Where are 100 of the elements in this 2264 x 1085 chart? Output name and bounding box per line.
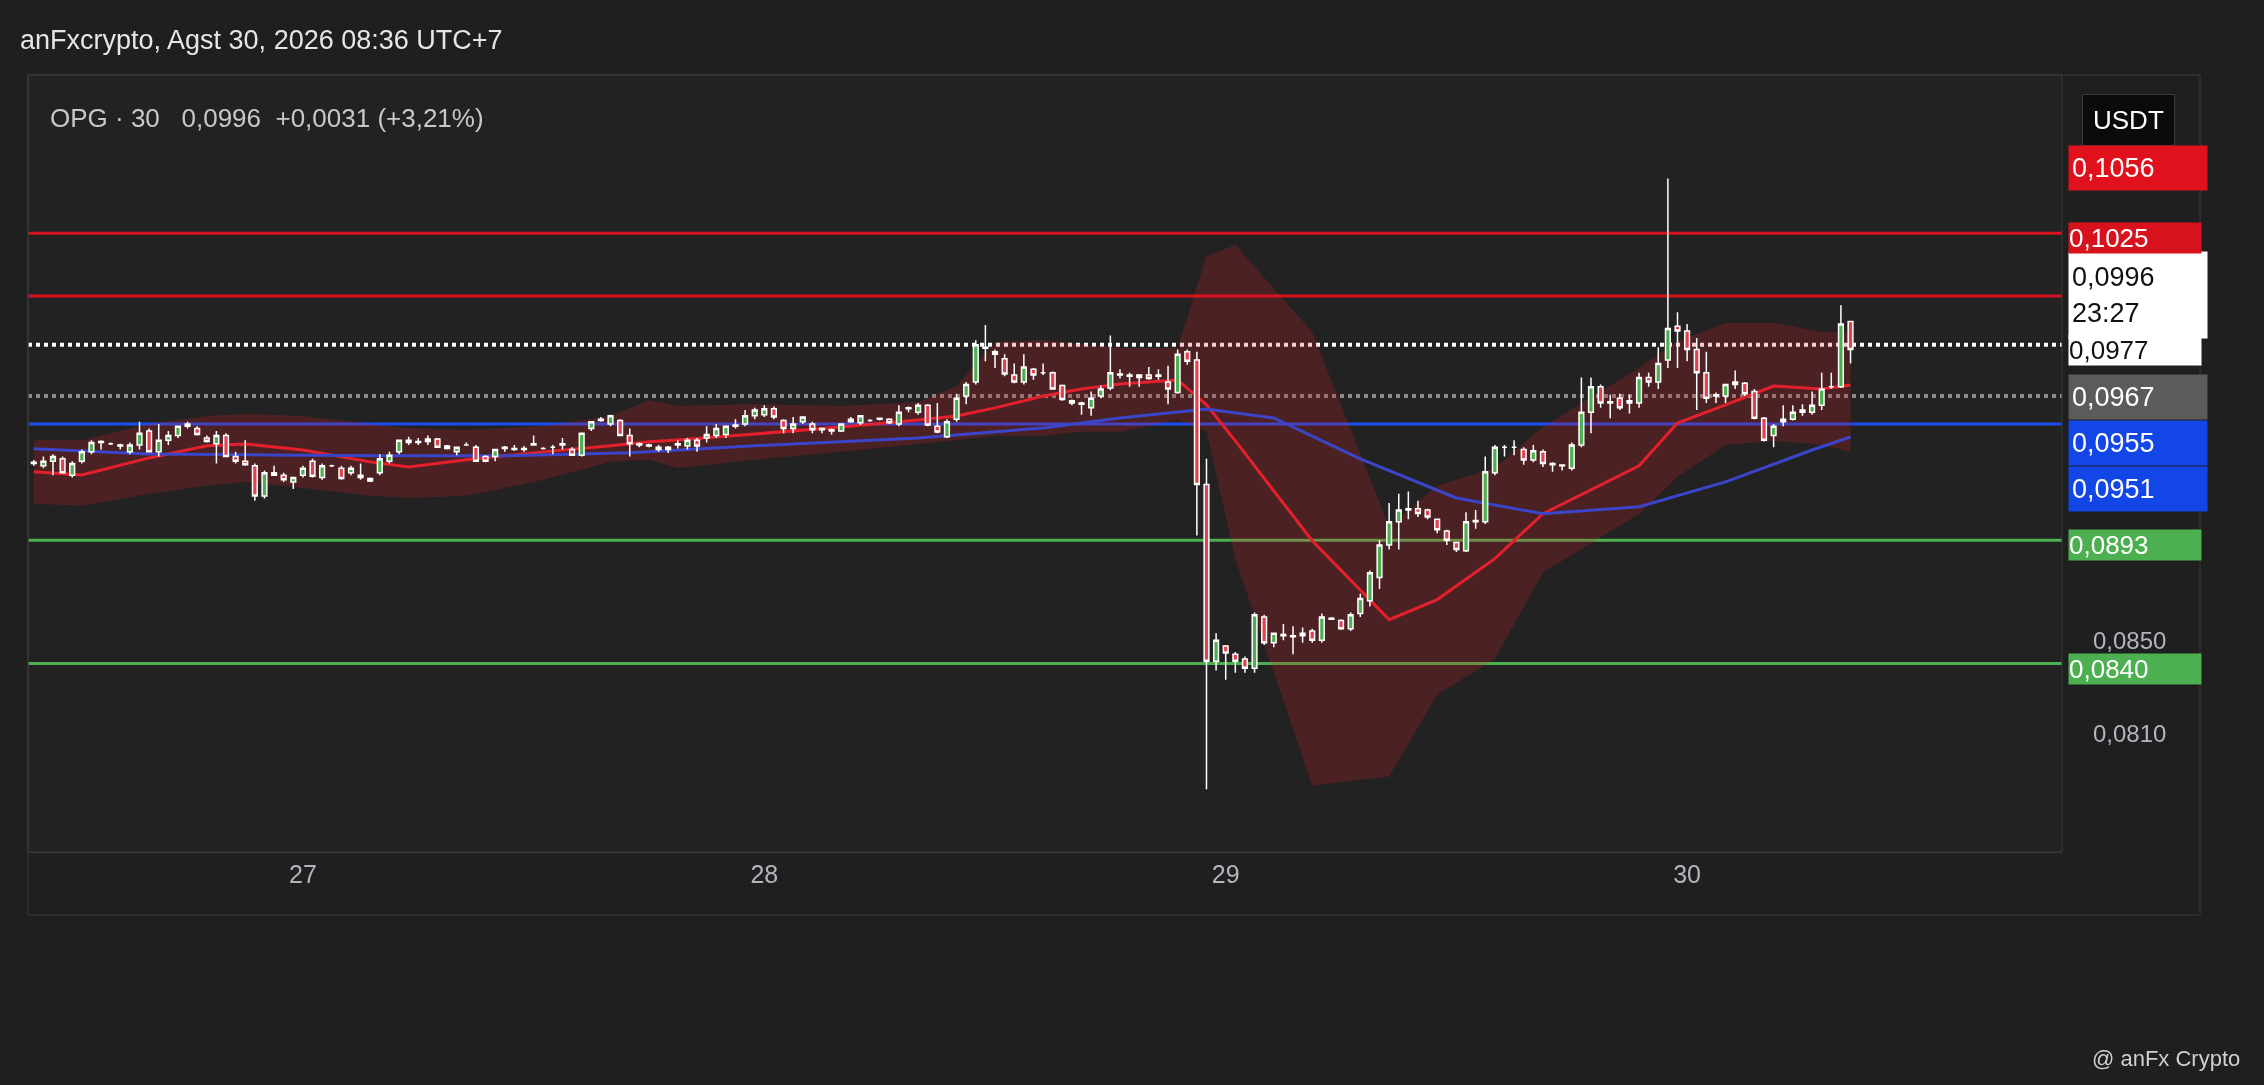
candlestick <box>838 423 845 433</box>
candlestick <box>857 415 864 426</box>
candlestick <box>1655 346 1662 390</box>
candlestick <box>1818 372 1825 411</box>
candlestick <box>78 448 85 465</box>
candlestick <box>1789 404 1796 422</box>
candlestick <box>703 425 710 444</box>
candlestick <box>559 437 566 451</box>
candlestick <box>876 417 883 422</box>
candlestick <box>530 434 537 446</box>
candlestick <box>434 437 441 448</box>
candlestick <box>1347 611 1354 632</box>
x-tick-label: 28 <box>750 860 779 888</box>
candlestick <box>693 437 701 453</box>
candlestick <box>1126 372 1133 388</box>
candlestick <box>741 409 749 428</box>
candlestick <box>97 439 105 451</box>
candlestick <box>915 402 922 416</box>
candlestick <box>1635 372 1643 409</box>
candlestick <box>790 416 797 435</box>
x-tick-label: 29 <box>1211 860 1240 888</box>
text: 0,0951 <box>2072 474 2155 504</box>
candlestick <box>934 402 941 435</box>
candlestick <box>1828 372 1835 390</box>
candlestick <box>1155 368 1162 381</box>
candlestick <box>924 403 931 428</box>
candlestick <box>1482 455 1489 525</box>
candlestick <box>472 444 480 462</box>
candlestick <box>194 425 201 437</box>
candlestick <box>165 430 172 446</box>
candlestick <box>1203 458 1210 790</box>
candlestick <box>1337 618 1345 631</box>
candlestick <box>136 420 143 451</box>
candlestick <box>1097 384 1104 400</box>
candlestick <box>1193 351 1200 537</box>
candlestick <box>1559 463 1566 472</box>
candlestick <box>1780 404 1787 428</box>
candlestick <box>405 436 412 446</box>
text: 0,0955 <box>2072 428 2155 458</box>
candlestick <box>722 425 729 439</box>
candlestick <box>1232 651 1239 674</box>
candlestick <box>713 423 720 439</box>
candlestick <box>1722 383 1729 404</box>
ref-line-label: 0,0977 <box>2069 335 2149 365</box>
candlestick <box>1241 655 1249 674</box>
candlestick <box>1001 353 1008 378</box>
candlestick <box>636 441 643 448</box>
candlestick <box>645 442 653 448</box>
candlestick <box>184 420 191 430</box>
candlestick <box>655 444 662 453</box>
candlestick <box>1645 372 1652 388</box>
candlestick <box>49 453 57 476</box>
candlestick <box>1222 644 1229 681</box>
candlestick <box>780 418 787 435</box>
candlestick <box>1280 623 1287 642</box>
candlestick <box>1136 373 1143 388</box>
candlestick <box>1712 391 1720 404</box>
candlestick <box>568 446 576 457</box>
candlestick <box>770 405 778 421</box>
candlestick <box>1405 490 1412 521</box>
text: OPG · 30 0,0996 +0,0031 (+3,21%) <box>50 103 484 133</box>
candlestick <box>578 432 585 458</box>
candlestick <box>482 454 489 464</box>
candlestick <box>261 469 268 500</box>
candlestick <box>88 439 95 455</box>
candlestick <box>1184 348 1191 366</box>
candlestick <box>991 348 999 369</box>
candlestick <box>251 462 258 502</box>
candlestick <box>886 417 893 425</box>
candlestick <box>1799 403 1806 417</box>
candlestick <box>1616 392 1623 411</box>
candlestick <box>424 434 431 446</box>
candlestick <box>1703 351 1710 404</box>
candlestick <box>270 465 278 476</box>
line-series <box>32 407 1853 516</box>
text: 0,1056 <box>2072 153 2155 183</box>
candlestick <box>1597 383 1604 409</box>
y-tick-label: 0,0850 <box>2093 626 2167 654</box>
candlestick <box>1549 461 1556 473</box>
candlestick <box>799 416 806 425</box>
candlestick <box>761 404 768 418</box>
candlestick <box>386 451 393 465</box>
candlestick <box>1164 365 1172 405</box>
candlestick <box>117 442 124 451</box>
candlestick <box>1059 383 1066 402</box>
candlestick <box>30 459 37 467</box>
text: @ anFx Crypto <box>2092 1046 2241 1071</box>
candlestick <box>1472 509 1479 530</box>
candlestick <box>1309 627 1316 644</box>
candlestick <box>1751 388 1758 421</box>
candlestick <box>126 441 133 455</box>
candlestick <box>1684 323 1691 362</box>
candlestick <box>818 426 826 435</box>
candlestick <box>953 392 960 423</box>
candlestick <box>1510 439 1518 457</box>
candlestick <box>1328 616 1335 621</box>
candlestick <box>1270 632 1277 649</box>
candlestick <box>1088 390 1095 417</box>
candlestick <box>1760 416 1768 443</box>
candlestick <box>1174 348 1181 395</box>
